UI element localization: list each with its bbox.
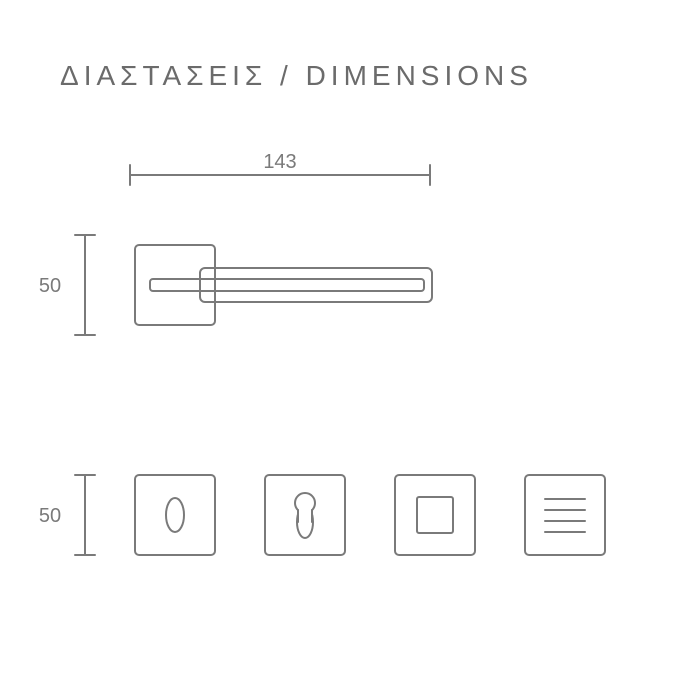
dim-height-escutcheon: 50 [39, 475, 95, 555]
dim-width-label: 143 [263, 151, 296, 173]
escutcheon-keyhole [135, 475, 215, 555]
dim-width-143: 143 [130, 151, 430, 185]
escutcheon-lines [525, 475, 605, 555]
dim-height-handle: 50 [39, 235, 95, 335]
dimensions-diagram: 143 50 50 [0, 0, 700, 700]
handle-drawing [135, 245, 432, 325]
page-title: ΔΙΑΣΤΑΣΕΙΣ / DIMENSIONS [60, 60, 533, 92]
dim-height-handle-label: 50 [39, 275, 61, 297]
escutcheon-square [395, 475, 475, 555]
dim-height-escutcheon-label: 50 [39, 505, 61, 527]
escutcheon-euro [265, 475, 345, 555]
